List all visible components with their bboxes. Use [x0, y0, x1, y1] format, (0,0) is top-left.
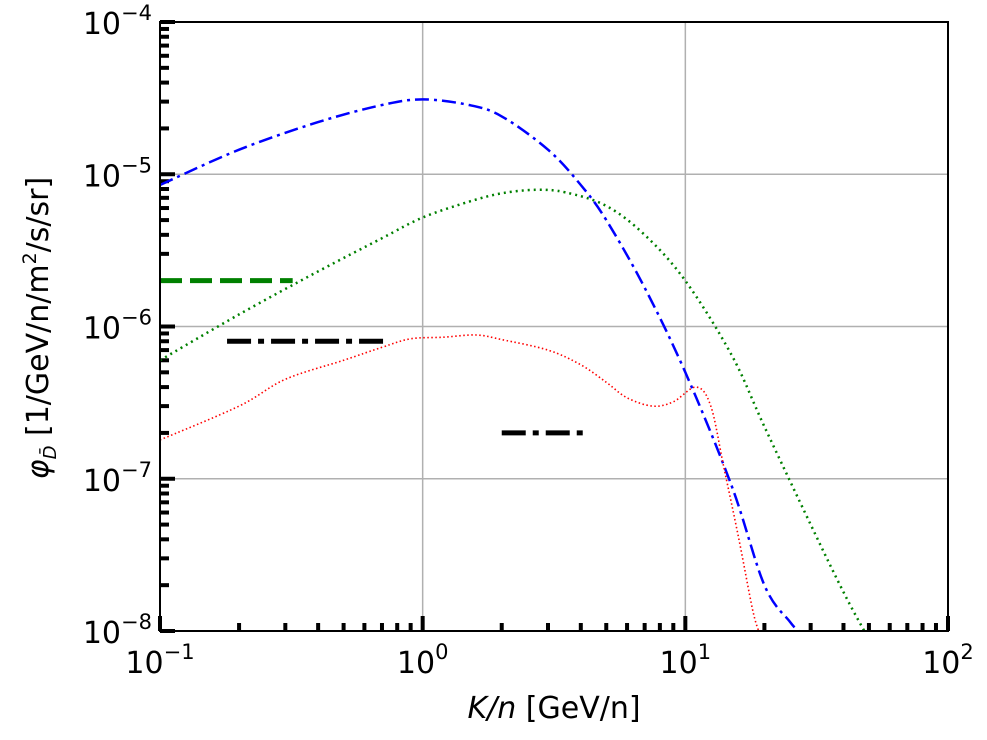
- x-tick-exp: 1: [698, 640, 711, 664]
- x-tick-exp: −1: [164, 640, 195, 664]
- y-tick-exp: −6: [121, 306, 152, 330]
- grid: [159, 21, 949, 632]
- y-tick-exp: −5: [121, 153, 152, 177]
- x-axis-label: K/n [GeV/n]: [467, 691, 640, 726]
- x-tick-base: 10: [125, 646, 163, 681]
- x-tick-label-3: 102: [922, 640, 974, 681]
- x-tick-exp: 2: [960, 640, 973, 664]
- x-tick-base: 10: [660, 646, 698, 681]
- x-tick-base: 10: [922, 646, 960, 681]
- y-axis-label: φD̄ [1/GeV/n/m2/s/sr]: [19, 177, 61, 479]
- series-line-1: [160, 188, 866, 631]
- x-tick-label-1: 100: [397, 640, 449, 681]
- x-tick-base: 10: [397, 646, 435, 681]
- y-tick-base: 10: [83, 464, 121, 499]
- x-axis-label-rest: [GeV/n]: [516, 691, 640, 726]
- x-tick-exp: 0: [435, 640, 448, 664]
- y-tick-exp: −8: [121, 610, 152, 634]
- y-tick-label-1: 10−7: [83, 458, 152, 499]
- series-line-2: [160, 334, 760, 631]
- x-axis-label-italic: K/n: [467, 691, 516, 726]
- y-tick-base: 10: [83, 312, 121, 347]
- y-tick-exp: −7: [121, 458, 152, 482]
- y-tick-label-4: 10−4: [83, 1, 152, 42]
- x-tick-label-0: 10−1: [125, 640, 194, 681]
- y-tick-label-3: 10−5: [83, 153, 152, 194]
- y-tick-label-0: 10−8: [83, 610, 152, 651]
- series-layer: [160, 98, 866, 631]
- x-tick-label-2: 101: [660, 640, 712, 681]
- y-tick-base: 10: [83, 159, 121, 194]
- series-line-0: [160, 98, 800, 631]
- y-tick-base: 10: [83, 616, 121, 651]
- y-axis-label-rest: [1/GeV/n/m: [21, 264, 56, 445]
- y-axis-label-sup: 2: [19, 252, 41, 264]
- y-axis-label-symbol: φ: [21, 459, 56, 479]
- minor-ticks: [160, 26, 938, 631]
- y-tick-exp: −4: [121, 1, 152, 25]
- y-tick-base: 10: [83, 7, 121, 42]
- major-ticks: [158, 20, 950, 633]
- y-tick-label-2: 10−6: [83, 306, 152, 347]
- y-axis-label-subscript: D̄: [39, 446, 61, 460]
- y-axis-label-tail: /s/sr]: [21, 177, 56, 253]
